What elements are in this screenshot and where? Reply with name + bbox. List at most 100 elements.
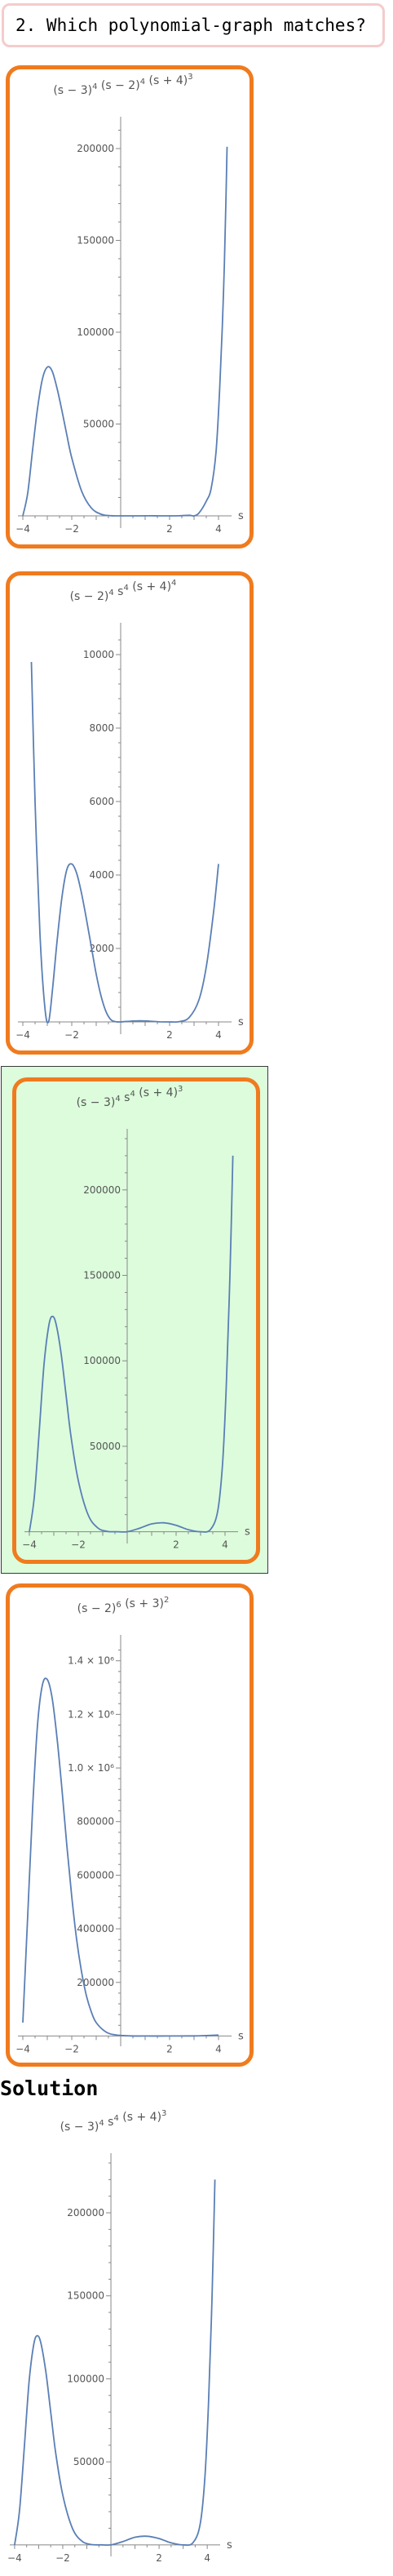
- x-tick-label: 2: [156, 2552, 162, 2564]
- title-exponent: 6: [116, 1601, 121, 1610]
- y-tick-label: 150000: [83, 1270, 121, 1281]
- title-exponent: 4: [115, 1095, 120, 1104]
- x-tick-label: 2: [166, 523, 173, 535]
- question-box: 2. Which polynomial-graph matches?: [2, 3, 385, 47]
- y-tick-label: 10000: [83, 649, 114, 660]
- y-tick-label: 8000: [89, 722, 114, 734]
- polynomial-curve: [22, 1677, 219, 2037]
- title-factor: s: [104, 2116, 114, 2129]
- y-tick-label: 150000: [77, 235, 114, 246]
- y-tick-label: 200000: [83, 1184, 121, 1196]
- title-exponent: 4: [130, 1090, 135, 1099]
- title-exponent: 4: [113, 2114, 118, 2123]
- plot-title: (s − 3)4 s4 (s + 4)3: [77, 1085, 183, 1109]
- title-factor: (s + 4): [119, 2111, 161, 2124]
- y-tick-label: 150000: [67, 2290, 104, 2302]
- y-tick-label: 1.4 × 10⁶: [68, 1655, 114, 1667]
- option-card-3[interactable]: (s − 3)4 s4 (s + 4)3 s −4 −2 2 4 50000 100000 15…: [12, 1077, 260, 1564]
- y-tick-label: 50000: [73, 2456, 104, 2467]
- y-tick-label: 200000: [77, 143, 114, 154]
- x-tick-label: −2: [55, 2552, 70, 2564]
- x-tick-label: −2: [64, 523, 79, 535]
- x-axis-label: s: [238, 510, 244, 522]
- x-tick-label: −4: [15, 523, 30, 535]
- y-tick-label: 6000: [89, 796, 114, 807]
- y-tick-label: 800000: [77, 1816, 114, 1828]
- option-card-1[interactable]: (s − 3)4 (s − 2)4 (s + 4)3 s −4 −2 2 4 50000 10…: [6, 65, 254, 549]
- plot-option-3: (s − 3)4 s4 (s + 4)3s−4 −2 2 45000010000015…: [22, 1085, 250, 1551]
- title-factor: (s − 3): [60, 2121, 99, 2134]
- title-exponent: 4: [171, 579, 176, 588]
- title-factor: (s − 3): [53, 84, 92, 97]
- x-tick-label: 4: [215, 523, 222, 535]
- title-factor: s: [121, 1091, 130, 1104]
- title-factor: (s + 3): [121, 1597, 164, 1610]
- y-tick-label: 600000: [77, 1869, 114, 1881]
- title-factor: (s − 2): [70, 590, 109, 603]
- title-exponent: 4: [123, 584, 128, 593]
- title-factor: (s − 2): [97, 79, 139, 92]
- title-factor: (s + 4): [145, 74, 188, 87]
- x-tick-label: −2: [71, 1539, 86, 1551]
- y-tick-label: 100000: [77, 326, 114, 338]
- y-tick-label: 200000: [77, 1977, 114, 1988]
- y-tick-label: 400000: [77, 1923, 114, 1934]
- solution-heading: Solution: [0, 2076, 99, 2100]
- x-tick-label: 2: [166, 2043, 173, 2054]
- y-tick-label: 2000: [89, 943, 114, 954]
- plot-option-4: (s − 2)6 (s + 3)2s−4 −2 2 42000004000006000…: [15, 1596, 244, 2054]
- x-tick-label: −4: [15, 1029, 30, 1041]
- title-exponent: 3: [178, 1085, 183, 1094]
- title-exponent: 3: [188, 73, 192, 82]
- option-card-4[interactable]: (s − 2)6 (s + 3)2 s −4 −2 2 4 200000 400000 6000…: [6, 1583, 254, 2067]
- x-tick-label: −2: [64, 1029, 79, 1041]
- title-exponent: 4: [99, 2119, 104, 2128]
- polynomial-curve: [29, 1155, 234, 1533]
- plot-option-1: (s − 3)4 (s − 2)4 (s + 4)3s−4 −2 2 45000010…: [15, 73, 244, 535]
- title-exponent: 4: [140, 78, 145, 87]
- option-card-2[interactable]: (s − 2)4 s4 (s + 4)4 s −4 −2 2 4 2000 4000 6000 8…: [6, 571, 254, 1055]
- y-tick-label: 100000: [67, 2373, 104, 2384]
- x-tick-label: 4: [215, 2043, 222, 2054]
- plot-solution: (s − 3)4 s4 (s + 4)3s−4 −2 2 45000010000015…: [7, 2109, 232, 2564]
- plot-title: (s − 3)4 (s − 2)4 (s + 4)3: [53, 73, 192, 97]
- y-tick-label: 100000: [83, 1355, 121, 1366]
- title-exponent: 4: [108, 588, 113, 597]
- title-factor: (s − 3): [77, 1096, 116, 1109]
- polynomial-curve: [14, 2179, 216, 2547]
- x-tick-label: 2: [166, 1029, 173, 1041]
- plot-title: (s − 2)4 s4 (s + 4)4: [70, 579, 177, 603]
- question-text: 2. Which polynomial-graph matches?: [15, 16, 366, 35]
- x-tick-label: −4: [15, 2043, 30, 2054]
- x-tick-label: 4: [204, 2552, 210, 2564]
- y-tick-label: 50000: [83, 419, 114, 430]
- plot-option-2: (s − 2)4 s4 (s + 4)4s−4 −2 2 42000400060008…: [15, 579, 244, 1041]
- y-tick-label: 4000: [89, 869, 114, 881]
- x-tick-label: 2: [173, 1539, 179, 1551]
- selected-option-highlight: (s − 3)4 s4 (s + 4)3 s −4 −2 2 4 50000 100000 15…: [1, 1066, 268, 1574]
- y-tick-label: 1.2 × 10⁶: [68, 1708, 114, 1720]
- x-axis-label: s: [238, 2030, 244, 2042]
- title-factor: (s − 2): [77, 1602, 117, 1615]
- x-tick-label: 4: [215, 1029, 222, 1041]
- polynomial-curve: [30, 661, 219, 1024]
- x-tick-label: −4: [22, 1539, 37, 1551]
- title-factor: (s + 4): [135, 1086, 178, 1099]
- polynomial-curve: [22, 146, 228, 517]
- x-tick-label: 4: [222, 1539, 228, 1551]
- x-axis-label: s: [245, 1526, 250, 1539]
- title-exponent: 2: [164, 1596, 169, 1605]
- title-exponent: 4: [92, 82, 97, 91]
- x-axis-label: s: [227, 2539, 232, 2552]
- x-tick-label: −2: [64, 2043, 79, 2054]
- x-axis-label: s: [238, 1016, 244, 1028]
- x-tick-label: −4: [7, 2552, 22, 2564]
- title-factor: (s + 4): [129, 580, 171, 593]
- plot-title: (s − 3)4 s4 (s + 4)3: [60, 2109, 167, 2134]
- y-tick-label: 1.0 × 10⁶: [68, 1762, 114, 1774]
- plot-title: (s − 2)6 (s + 3)2: [77, 1596, 170, 1615]
- y-tick-label: 50000: [90, 1441, 121, 1452]
- title-factor: s: [114, 585, 124, 598]
- title-exponent: 3: [161, 2109, 166, 2118]
- y-tick-label: 200000: [67, 2207, 104, 2218]
